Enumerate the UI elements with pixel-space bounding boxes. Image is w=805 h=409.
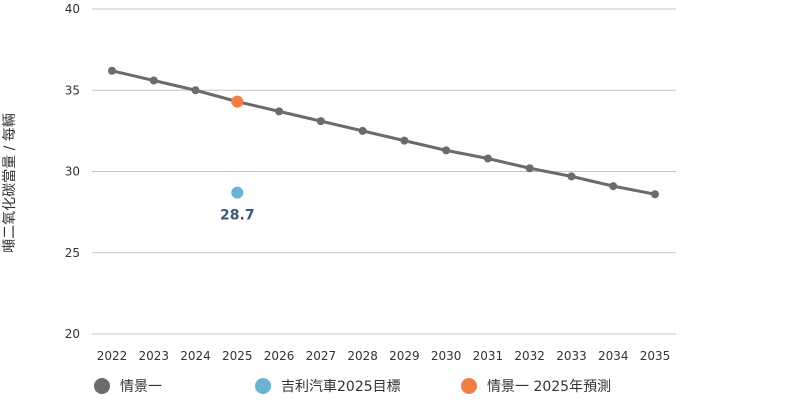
x-tick-label: 2035 (640, 349, 671, 363)
x-tick-label: 2030 (431, 349, 462, 363)
y-tick-label: 25 (65, 246, 80, 260)
series-point (651, 190, 659, 199)
series-point (483, 154, 492, 163)
legend-swatch (255, 378, 271, 394)
legend-swatch (461, 378, 477, 394)
series-point (609, 182, 618, 191)
series-point (400, 136, 409, 145)
x-tick-label: 2026 (264, 349, 295, 363)
target-data-label: 28.7 (220, 208, 255, 224)
x-tick-label: 2027 (306, 349, 337, 363)
legend-label: 吉利汽車2025目標 (281, 378, 401, 395)
x-tick-label: 2023 (138, 349, 169, 363)
series-point (358, 126, 367, 135)
x-tick-label: 2022 (97, 349, 128, 363)
series-point (191, 86, 200, 95)
legend-swatch (94, 378, 110, 394)
x-tick-label: 2025 (222, 349, 253, 363)
series-point (316, 117, 325, 126)
x-tick-label: 2028 (347, 349, 378, 363)
series-point (525, 164, 534, 173)
x-tick-label: 2033 (556, 349, 587, 363)
series-line (111, 69, 656, 196)
x-tick-label: 2029 (389, 349, 420, 363)
forecast-point (231, 95, 244, 108)
y-tick-label: 20 (65, 327, 80, 341)
series-point (149, 76, 158, 85)
x-tick-label: 2024 (180, 349, 211, 363)
series-point (275, 107, 284, 116)
y-tick-label: 35 (65, 83, 80, 97)
legend-label: 情景一 (120, 379, 162, 395)
y-tick-label: 30 (65, 165, 80, 179)
target-point (231, 186, 244, 199)
y-tick-label: 40 (65, 2, 80, 16)
series-point (442, 146, 451, 155)
x-tick-label: 2032 (514, 349, 545, 363)
series-point (108, 66, 116, 75)
x-tick-label: 2034 (598, 349, 629, 363)
legend-label: 情景一 2025年預測 (487, 379, 611, 395)
x-tick-label: 2031 (473, 349, 504, 363)
series-point (567, 172, 576, 181)
y-axis-label: 噸二氧化碳當量 / 每輛 (2, 113, 18, 253)
